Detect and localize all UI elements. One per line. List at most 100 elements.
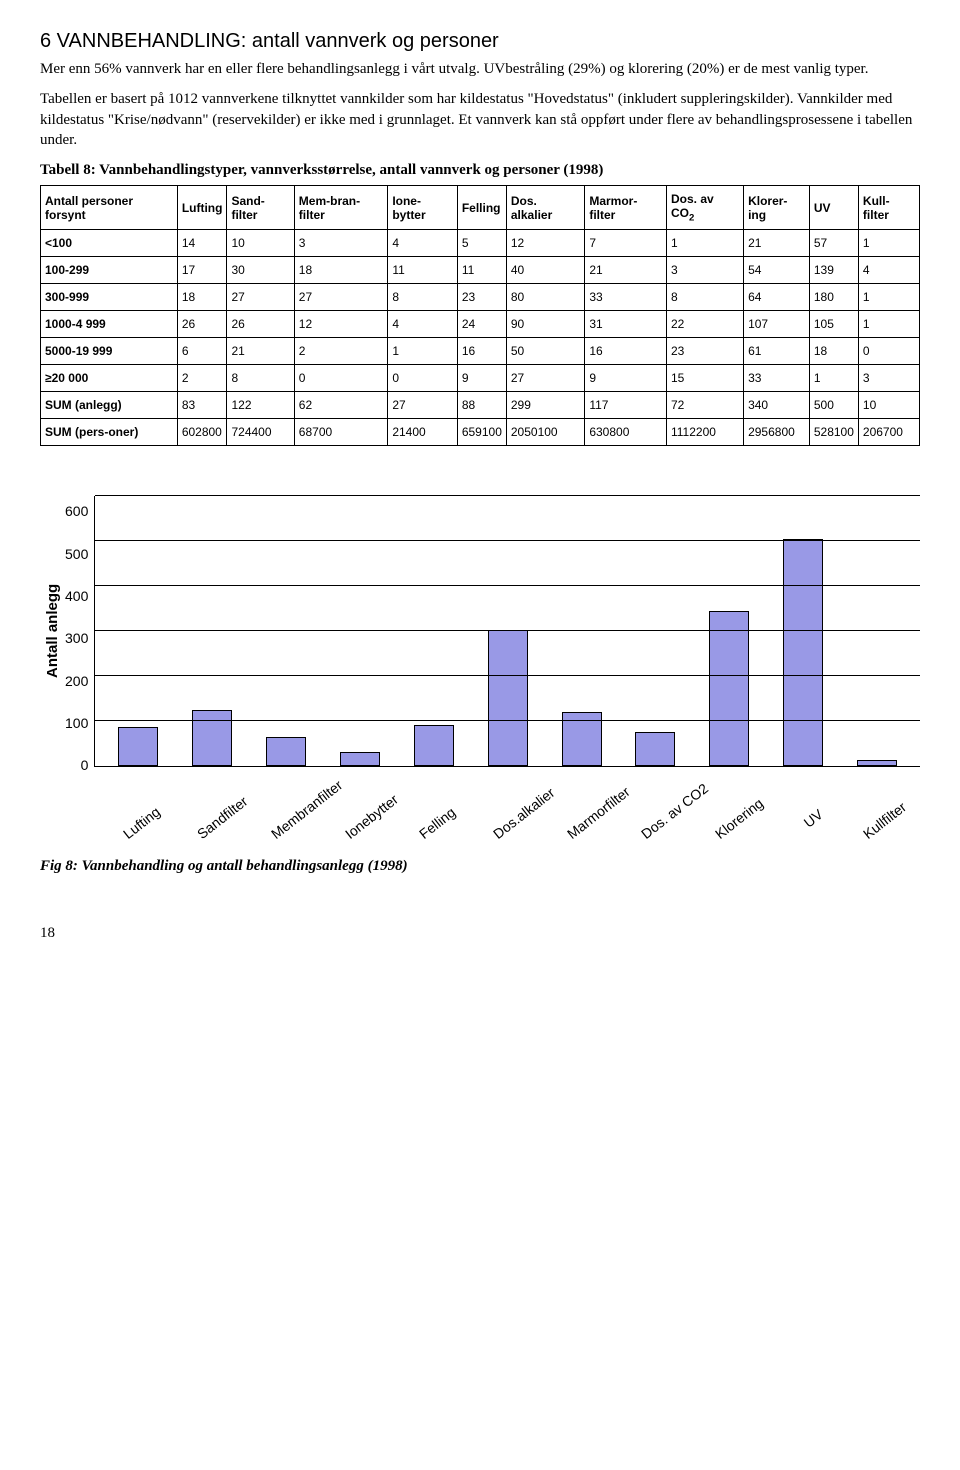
table-cell: 26 (177, 311, 227, 338)
table-cell: 62 (294, 392, 388, 419)
table-header: Antall personer forsynt (41, 186, 178, 230)
table-cell: 12 (506, 230, 584, 257)
table-cell: 68700 (294, 419, 388, 446)
table-cell: 90 (506, 311, 584, 338)
x-label: Ionebytter (342, 806, 382, 842)
table-cell: 3 (666, 257, 743, 284)
table-cell: 1 (666, 230, 743, 257)
table-cell: 5 (457, 230, 506, 257)
table-cell: 11 (457, 257, 506, 284)
table-cell: 3 (294, 230, 388, 257)
table-cell: 83 (177, 392, 227, 419)
table-cell: 61 (744, 338, 810, 365)
gridline (95, 540, 920, 541)
table-cell: 14 (177, 230, 227, 257)
page-number: 18 (40, 925, 920, 942)
x-label: Lufting (120, 806, 160, 842)
section-heading: 6 VANNBEHANDLING: antall vannverk og per… (40, 30, 920, 53)
table-cell: 2050100 (506, 419, 584, 446)
table-cell: 724400 (227, 419, 294, 446)
table-cell: 18 (177, 284, 227, 311)
table-cell: 30 (227, 257, 294, 284)
x-label: Membranfilter (268, 806, 308, 842)
table-cell: 12 (294, 311, 388, 338)
row-header: <100 (41, 230, 178, 257)
row-header: 100-299 (41, 257, 178, 284)
table-row: SUM (anlegg)831226227882991177234050010 (41, 392, 920, 419)
table-cell: 11 (388, 257, 458, 284)
bar (266, 737, 306, 767)
table-header: Felling (457, 186, 506, 230)
table-cell: 4 (388, 311, 458, 338)
table-cell: 27 (506, 365, 584, 392)
figure-caption: Fig 8: Vannbehandling og antall behandli… (40, 858, 920, 875)
gridline (95, 675, 920, 676)
bar (118, 727, 158, 766)
table-cell: 7 (585, 230, 667, 257)
table-cell: 4 (388, 230, 458, 257)
table-cell: 630800 (585, 419, 667, 446)
table-cell: 107 (744, 311, 810, 338)
table-cell: 17 (177, 257, 227, 284)
table-header: Ione-bytter (388, 186, 458, 230)
table-header: Klorer-ing (744, 186, 810, 230)
row-header: 1000-4 999 (41, 311, 178, 338)
table-cell: 21 (744, 230, 810, 257)
y-axis-ticks: 6005004003002001000 (65, 496, 94, 766)
row-header: SUM (anlegg) (41, 392, 178, 419)
x-label: Dos. av CO2 (638, 806, 678, 842)
row-header: SUM (pers-oner) (41, 419, 178, 446)
table-cell: 340 (744, 392, 810, 419)
table-cell: 528100 (809, 419, 858, 446)
x-label: Klorering (712, 806, 752, 842)
table-cell: 23 (666, 338, 743, 365)
table-cell: 88 (457, 392, 506, 419)
gridline (95, 585, 920, 586)
table-cell: 206700 (858, 419, 919, 446)
bar (783, 539, 823, 766)
table-cell: 500 (809, 392, 858, 419)
table-cell: 117 (585, 392, 667, 419)
table-cell: 1 (388, 338, 458, 365)
table-header: Kull-filter (858, 186, 919, 230)
paragraph-1: Mer enn 56% vannverk har en eller flere … (40, 59, 920, 79)
table-cell: 54 (744, 257, 810, 284)
table-cell: 18 (809, 338, 858, 365)
table-cell: 8 (227, 365, 294, 392)
y-tick: 200 (65, 673, 88, 689)
table-cell: 21 (585, 257, 667, 284)
table-cell: 2 (294, 338, 388, 365)
table-cell: 24 (457, 311, 506, 338)
bar (414, 725, 454, 767)
bar (340, 752, 380, 766)
table-cell: 0 (294, 365, 388, 392)
table-cell: 64 (744, 284, 810, 311)
bar (709, 611, 749, 766)
plot-area (94, 496, 920, 767)
table-header: Mem-bran-filter (294, 186, 388, 230)
table-header: Sand-filter (227, 186, 294, 230)
table-cell: 10 (858, 392, 919, 419)
table-cell: 180 (809, 284, 858, 311)
table-cell: 3 (858, 365, 919, 392)
table-cell: 27 (227, 284, 294, 311)
row-header: 5000-19 999 (41, 338, 178, 365)
table-row: SUM (pers-oner)6028007244006870021400659… (41, 419, 920, 446)
table-cell: 31 (585, 311, 667, 338)
table-row: 100-299173018111140213541394 (41, 257, 920, 284)
table-cell: 57 (809, 230, 858, 257)
table-cell: 8 (666, 284, 743, 311)
table-header: UV (809, 186, 858, 230)
table-cell: 15 (666, 365, 743, 392)
table-cell: 122 (227, 392, 294, 419)
bar (192, 710, 232, 767)
table-cell: 2956800 (744, 419, 810, 446)
table-cell: 105 (809, 311, 858, 338)
x-label: Marmorfilter (564, 806, 604, 842)
y-tick: 0 (65, 757, 88, 773)
table-header: Marmor-filter (585, 186, 667, 230)
table-cell: 80 (506, 284, 584, 311)
table-caption: Tabell 8: Vannbehandlingstyper, vannverk… (40, 162, 920, 179)
bar-chart: Antall anlegg 6005004003002001000 Luftin… (40, 496, 920, 788)
x-label: Dos.alkalier (490, 806, 530, 842)
